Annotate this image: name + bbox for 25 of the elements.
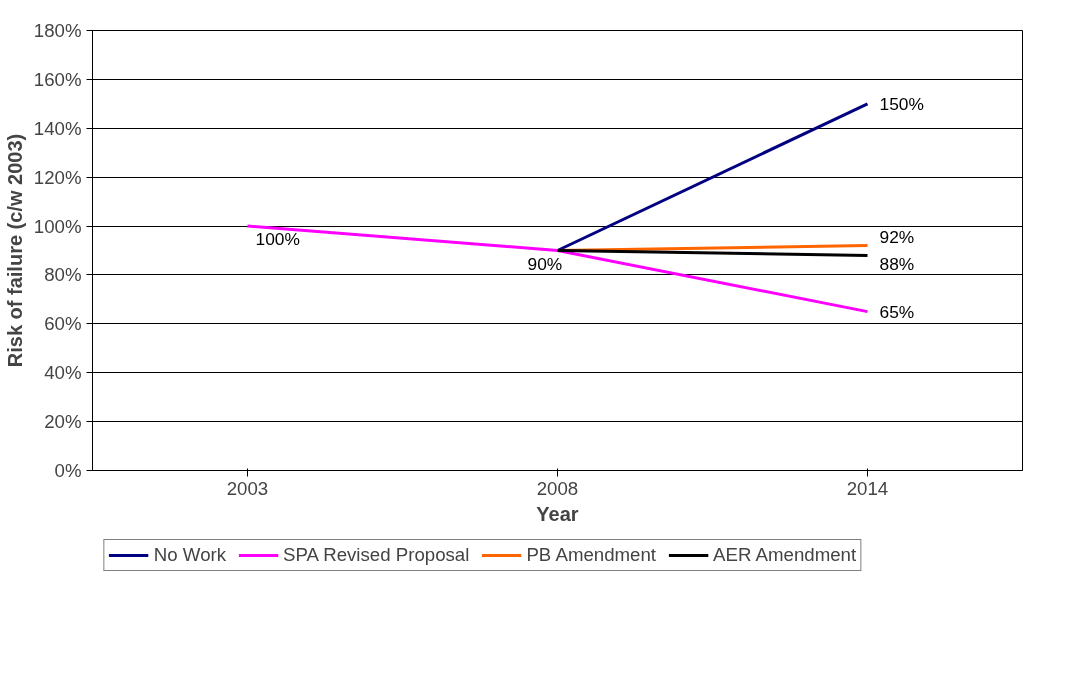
x-tick-label: 2014: [846, 477, 889, 499]
legend-label: SPA Revised Proposal: [283, 544, 470, 566]
x-axis-title: Year: [536, 502, 579, 525]
y-tick-label: 160%: [33, 68, 82, 90]
legend-label: PB Amendment: [526, 544, 657, 566]
data-label: 150%: [879, 93, 924, 114]
y-tick-label: 80%: [44, 264, 82, 286]
y-tick-label: 140%: [33, 117, 82, 139]
data-label: 90%: [527, 253, 563, 274]
y-tick-label: 60%: [44, 313, 82, 335]
y-tick-label: 100%: [33, 215, 82, 237]
legend-label: AER Amendment: [713, 544, 857, 566]
data-label: 100%: [255, 229, 300, 250]
data-label: 65%: [879, 301, 915, 322]
x-tick-label: 2008: [536, 477, 579, 499]
y-tick-label: 120%: [33, 166, 82, 188]
y-tick-label: 0%: [54, 460, 82, 481]
legend-label: No Work: [153, 544, 227, 566]
y-tick-label: 40%: [44, 362, 82, 384]
y-tick-label: 180%: [33, 20, 82, 41]
y-axis-title: Risk of failure (c/w 2003): [3, 133, 26, 368]
y-tick-label: 20%: [44, 411, 82, 433]
data-label: 88%: [879, 254, 915, 275]
x-tick-label: 2003: [226, 477, 269, 499]
data-label: 92%: [879, 226, 915, 247]
